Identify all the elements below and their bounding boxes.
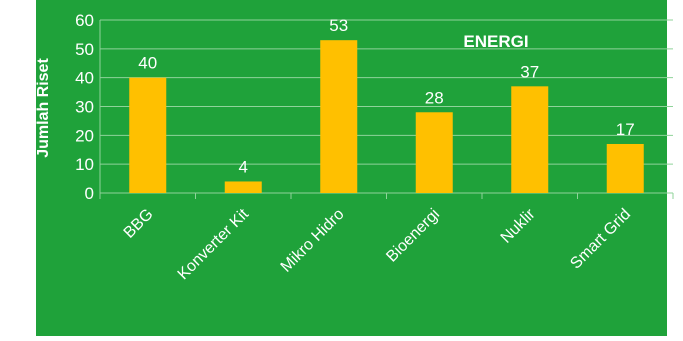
- bar: [415, 112, 453, 193]
- y-tick-label: 50: [75, 40, 94, 59]
- y-tick-label: 30: [75, 98, 94, 117]
- bar: [511, 86, 549, 193]
- bar: [320, 40, 358, 193]
- data-label: 17: [616, 120, 635, 139]
- data-label: 28: [425, 88, 444, 107]
- chart-title: ENERGI: [463, 32, 528, 51]
- y-tick-label: 20: [75, 126, 94, 145]
- bar: [224, 181, 262, 193]
- bar: [606, 143, 644, 193]
- y-tick-labels: 0 10 20 30 40 50 60: [75, 11, 94, 203]
- gridlines: [100, 19, 673, 165]
- data-label: 4: [239, 157, 248, 176]
- axes: [99, 20, 674, 199]
- y-tick-label: 0: [85, 184, 94, 203]
- data-label: 40: [138, 54, 157, 73]
- y-tick-label: 60: [75, 11, 94, 30]
- y-tick-label: 10: [75, 155, 94, 174]
- data-labels: 40 4 53 28 37 17: [138, 16, 634, 176]
- data-label: 53: [329, 16, 348, 35]
- data-label: 37: [520, 62, 539, 81]
- bars: [129, 40, 644, 193]
- y-tick-label: 40: [75, 69, 94, 88]
- bar: [129, 77, 167, 193]
- y-axis-title: Jumlah Riset: [35, 58, 52, 158]
